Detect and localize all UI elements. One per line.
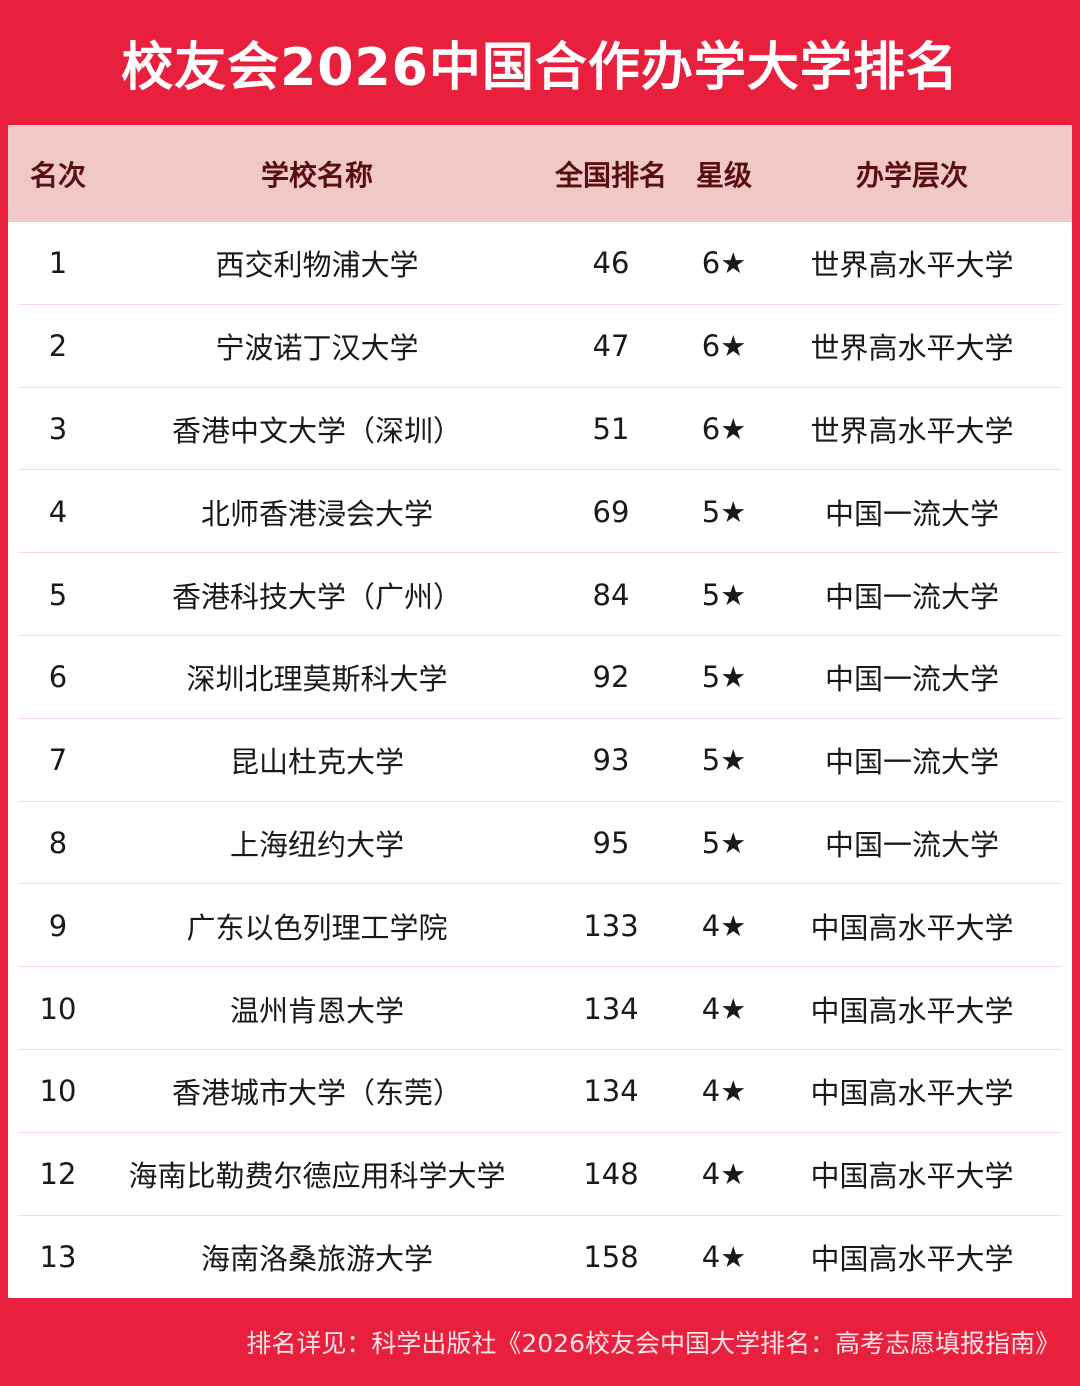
header-school-level: 办学层次 [855, 158, 968, 192]
school-level-cell: 世界高水平大学 [810, 331, 1014, 366]
school-level-cell: 世界高水平大学 [810, 413, 1014, 448]
star-level-cell: 6★ [701, 329, 747, 364]
rank-cell: 3 [48, 411, 68, 446]
table-row: 5 香港科技大学（广州） 84 5★ 中国一流大学 [8, 553, 1072, 636]
rank-cell: 6 [48, 660, 68, 695]
rank-cell: 5 [48, 577, 68, 612]
school-name-cell: 上海纽约大学 [229, 827, 404, 862]
table-row: 7 昆山杜克大学 93 5★ 中国一流大学 [8, 719, 1072, 802]
national-rank-cell: 84 [592, 577, 630, 612]
table-row: 6 深圳北理莫斯科大学 92 5★ 中国一流大学 [8, 636, 1072, 719]
school-level-cell: 中国高水平大学 [810, 993, 1014, 1028]
school-level-cell: 中国一流大学 [824, 496, 999, 531]
national-rank-cell: 47 [592, 329, 630, 364]
table-row: 8 上海纽约大学 95 5★ 中国一流大学 [8, 802, 1072, 885]
table-row: 3 香港中文大学（深圳） 51 6★ 世界高水平大学 [8, 388, 1072, 471]
star-level-cell: 4★ [701, 1074, 747, 1109]
star-level-cell: 5★ [701, 494, 747, 529]
table-row: 13 海南洛桑旅游大学 158 4★ 中国高水平大学 [8, 1216, 1072, 1299]
school-level-cell: 中国高水平大学 [810, 1159, 1014, 1194]
star-level-cell: 6★ [701, 411, 747, 446]
table-row: 10 温州肯恩大学 134 4★ 中国高水平大学 [8, 967, 1072, 1050]
star-level-cell: 5★ [701, 660, 747, 695]
rank-cell: 10 [39, 1074, 77, 1109]
school-level-cell: 中国高水平大学 [810, 1076, 1014, 1111]
school-name-cell: 西交利物浦大学 [215, 248, 419, 283]
source-note: 排名详见：科学出版社《2026校友会中国大学排名：高考志愿填报指南》 [246, 1329, 1060, 1358]
table-row: 4 北师香港浸会大学 69 5★ 中国一流大学 [8, 470, 1072, 553]
rank-cell: 8 [48, 825, 68, 860]
rank-cell: 13 [39, 1239, 77, 1274]
rank-cell: 2 [48, 329, 68, 364]
rank-cell: 7 [48, 743, 68, 778]
national-rank-cell: 134 [583, 991, 639, 1026]
school-name-cell: 香港科技大学（广州） [171, 579, 462, 614]
school-level-cell: 世界高水平大学 [810, 248, 1014, 283]
header-rank: 名次 [29, 158, 86, 192]
school-name-cell: 海南比勒费尔德应用科学大学 [128, 1159, 506, 1194]
national-rank-cell: 133 [583, 908, 639, 943]
star-level-cell: 4★ [701, 991, 747, 1026]
national-rank-cell: 95 [592, 825, 630, 860]
national-rank-cell: 92 [592, 660, 630, 695]
national-rank-cell: 46 [592, 246, 630, 281]
school-name-cell: 宁波诺丁汉大学 [215, 331, 419, 366]
star-level-cell: 5★ [701, 743, 747, 778]
rank-cell: 12 [39, 1157, 77, 1192]
star-level-cell: 4★ [701, 908, 747, 943]
star-level-cell: 4★ [701, 1239, 747, 1274]
national-rank-cell: 51 [592, 411, 630, 446]
national-rank-cell: 148 [583, 1157, 639, 1192]
header-national-rank: 全国排名 [555, 158, 668, 192]
rank-cell: 10 [39, 991, 77, 1026]
table-row: 1 西交利物浦大学 46 6★ 世界高水平大学 [8, 222, 1072, 305]
table-row: 9 广东以色列理工学院 133 4★ 中国高水平大学 [8, 884, 1072, 967]
page-title: 校友会2026中国合作办学大学排名 [121, 38, 959, 98]
star-level-cell: 6★ [701, 246, 747, 281]
school-name-cell: 昆山杜克大学 [229, 745, 404, 780]
star-level-cell: 5★ [701, 825, 747, 860]
national-rank-cell: 69 [592, 494, 630, 529]
school-level-cell: 中国一流大学 [824, 579, 999, 614]
national-rank-cell: 158 [583, 1239, 639, 1274]
school-level-cell: 中国高水平大学 [810, 910, 1014, 945]
school-level-cell: 中国一流大学 [824, 745, 999, 780]
ranking-table: 名次 学校名称 全国排名 星级 办学层次 1 西交利物浦大学 46 6★ 世界高水平大学… [8, 125, 1072, 1298]
school-level-cell: 中国一流大学 [824, 827, 999, 862]
table-row: 2 宁波诺丁汉大学 47 6★ 世界高水平大学 [8, 305, 1072, 388]
national-rank-cell: 93 [592, 743, 630, 778]
table-body: 1 西交利物浦大学 46 6★ 世界高水平大学 2 宁波诺丁汉大学 47 6★ 世界高水平大学 3 香… [8, 222, 1072, 1298]
table-header: 名次 学校名称 全国排名 星级 办学层次 [8, 125, 1072, 222]
school-name-cell: 深圳北理莫斯科大学 [186, 662, 448, 697]
rank-cell: 9 [48, 908, 68, 943]
school-name-cell: 香港城市大学（东莞） [171, 1076, 462, 1111]
school-level-cell: 中国一流大学 [824, 662, 999, 697]
header-star-level: 星级 [695, 158, 752, 192]
star-level-cell: 5★ [701, 577, 747, 612]
star-level-cell: 4★ [701, 1157, 747, 1192]
school-name-cell: 广东以色列理工学院 [186, 910, 448, 945]
school-name-cell: 北师香港浸会大学 [200, 496, 433, 531]
table-row: 12 海南比勒费尔德应用科学大学 148 4★ 中国高水平大学 [8, 1133, 1072, 1216]
school-level-cell: 中国高水平大学 [810, 1241, 1014, 1276]
school-name-cell: 海南洛桑旅游大学 [200, 1241, 433, 1276]
rank-cell: 4 [48, 494, 68, 529]
table-row: 10 香港城市大学（东莞） 134 4★ 中国高水平大学 [8, 1050, 1072, 1133]
school-name-cell: 温州肯恩大学 [229, 993, 404, 1028]
rank-cell: 1 [48, 246, 68, 281]
school-name-cell: 香港中文大学（深圳） [171, 413, 462, 448]
header-school-name: 学校名称 [260, 158, 373, 192]
national-rank-cell: 134 [583, 1074, 639, 1109]
